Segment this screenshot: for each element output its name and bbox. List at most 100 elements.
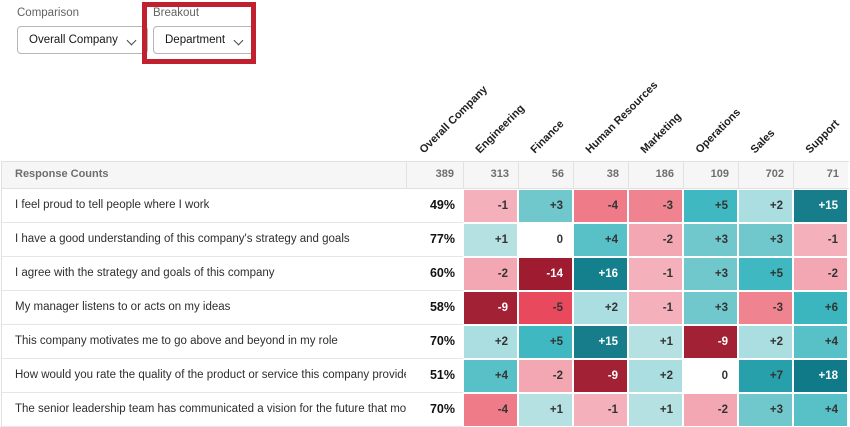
heatmap-cell: -2	[684, 394, 737, 426]
heatmap-cell: +6	[794, 292, 847, 324]
toolbar: Comparison Overall Company Breakout Depa…	[0, 0, 850, 65]
column-header-sales: Sales	[748, 127, 778, 156]
table-row: I feel proud to tell people where I work…	[2, 189, 849, 223]
response-count-value: 71	[793, 162, 848, 188]
question-label: This company motivates me to go above an…	[2, 325, 406, 359]
column-header-finance: Finance	[528, 118, 567, 156]
heatmap-cell: -2	[519, 360, 572, 392]
response-counts-row: Response Counts 389 313 56 38 186 109 702 71	[2, 161, 849, 189]
overall-percent-value: 51%	[406, 359, 463, 393]
heatmap-cell: -9	[574, 360, 627, 392]
heatmap-cell: +5	[519, 326, 572, 358]
question-label: My manager listens to or acts on my idea…	[2, 291, 406, 325]
question-label: The senior leadership team has communica…	[2, 393, 406, 427]
heatmap-cell: +18	[794, 360, 847, 392]
heatmap-cell: +15	[574, 326, 627, 358]
table-row: The senior leadership team has communica…	[2, 393, 849, 427]
table-row: How would you rate the quality of the pr…	[2, 359, 849, 393]
heatmap-cell: -2	[629, 224, 682, 256]
column-header-engineering: Engineering	[473, 102, 527, 156]
comparison-dropdown-value: Overall Company	[29, 34, 118, 46]
heatmap-cell: -1	[464, 190, 517, 222]
heatmap-cell: +1	[629, 394, 682, 426]
question-label: I agree with the strategy and goals of t…	[2, 257, 406, 291]
heatmap-cell: +2	[464, 326, 517, 358]
column-header-marketing: Marketing	[638, 110, 684, 156]
heatmap-cell: +2	[739, 190, 792, 222]
response-count-value: 313	[463, 162, 518, 188]
heatmap-cell: +1	[464, 224, 517, 256]
comparison-label: Comparison	[17, 7, 79, 19]
comparison-control: Comparison Overall Company	[17, 7, 148, 54]
heatmap-cell: +4	[794, 326, 847, 358]
response-count-value: 109	[683, 162, 738, 188]
heatmap-table: Response Counts 389 313 56 38 186 109 702 71 I fe…	[1, 161, 849, 427]
overall-percent-value: 70%	[406, 325, 463, 359]
response-count-value: 38	[573, 162, 628, 188]
column-header-operations: Operations	[693, 106, 744, 156]
overall-percent-value: 58%	[406, 291, 463, 325]
heatmap-cell: -5	[519, 292, 572, 324]
breakout-dropdown-value: Department	[165, 34, 226, 46]
table-row: I agree with the strategy and goals of t…	[2, 257, 849, 291]
breakout-label: Breakout	[153, 7, 200, 19]
heatmap-cell: -9	[684, 326, 737, 358]
heatmap-cell: +5	[739, 258, 792, 290]
response-count-value: 389	[406, 162, 463, 188]
heatmap-cell: 0	[684, 360, 737, 392]
heatmap-cell: +4	[464, 360, 517, 392]
question-label: How would you rate the quality of the pr…	[2, 359, 406, 393]
heatmap-cell: +1	[629, 326, 682, 358]
heatmap-cell: +1	[519, 394, 572, 426]
table-row: My manager listens to or acts on my idea…	[2, 291, 849, 325]
response-count-value: 186	[628, 162, 683, 188]
overall-percent-value: 49%	[406, 189, 463, 223]
heatmap-cell: -2	[794, 258, 847, 290]
overall-percent-value: 60%	[406, 257, 463, 291]
chevron-down-icon	[128, 36, 136, 44]
heatmap-cell: -1	[629, 258, 682, 290]
heatmap-cell: +7	[739, 360, 792, 392]
heatmap-cell: -4	[574, 190, 627, 222]
question-label: I feel proud to tell people where I work	[2, 189, 406, 223]
heatmap-cell: -1	[574, 394, 627, 426]
heatmap-cell: +3	[519, 190, 572, 222]
heatmap-cell: +3	[684, 292, 737, 324]
heatmap-cell: +5	[684, 190, 737, 222]
heatmap-cell: -1	[629, 292, 682, 324]
heatmap-cell: -2	[464, 258, 517, 290]
response-count-value: 56	[518, 162, 573, 188]
heatmap-cell: -9	[464, 292, 517, 324]
heatmap-cell: +4	[574, 224, 627, 256]
heatmap-cell: +2	[739, 326, 792, 358]
heatmap-cell: +3	[739, 394, 792, 426]
breakout-control: Breakout Department	[153, 7, 256, 54]
heatmap-cell: -3	[739, 292, 792, 324]
heatmap-cell: +15	[794, 190, 847, 222]
heatmap-cell: +3	[739, 224, 792, 256]
heatmap-cell: +3	[684, 258, 737, 290]
heatmap-cell: +3	[684, 224, 737, 256]
heatmap-cell: 0	[519, 224, 572, 256]
response-counts-label: Response Counts	[2, 162, 406, 188]
response-count-value: 702	[738, 162, 793, 188]
column-header-support: Support	[803, 117, 842, 156]
comparison-dropdown[interactable]: Overall Company	[17, 26, 148, 54]
heatmap-cell: +2	[574, 292, 627, 324]
overall-percent-value: 70%	[406, 393, 463, 427]
table-row: I have a good understanding of this comp…	[2, 223, 849, 257]
heatmap-cell: -4	[464, 394, 517, 426]
heatmap-cell: +2	[629, 360, 682, 392]
heatmap-cell: +16	[574, 258, 627, 290]
heatmap-cell: -14	[519, 258, 572, 290]
heatmap-cell: +4	[794, 394, 847, 426]
column-headers: Overall Company Engineering Finance Human R…	[1, 65, 849, 161]
heatmap-cell: -1	[794, 224, 847, 256]
chevron-down-icon	[235, 36, 243, 44]
overall-percent-value: 77%	[406, 223, 463, 257]
question-label: I have a good understanding of this comp…	[2, 223, 406, 257]
breakout-dropdown[interactable]: Department	[153, 26, 256, 54]
heatmap-widget: Overall Company Engineering Finance Human R…	[1, 65, 849, 427]
heatmap-cell: -3	[629, 190, 682, 222]
table-row: This company motivates me to go above an…	[2, 325, 849, 359]
